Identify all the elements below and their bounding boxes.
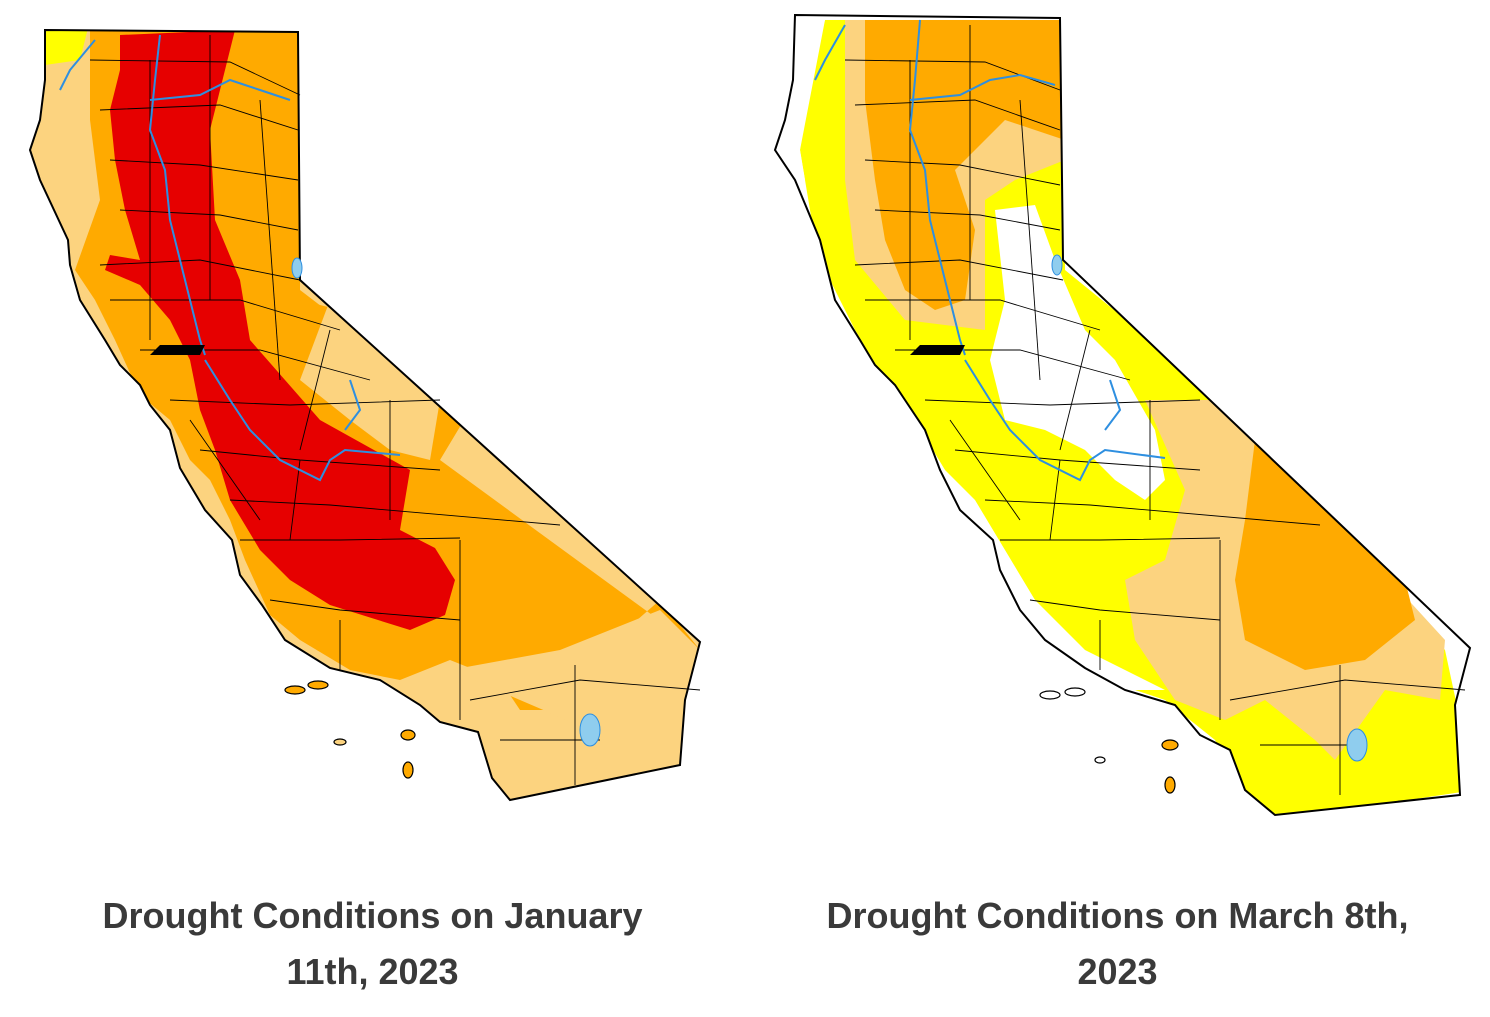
salton-sea bbox=[1346, 728, 1368, 762]
zone-d2-southeast bbox=[1235, 440, 1415, 670]
salton-sea bbox=[579, 713, 601, 747]
county-borders bbox=[844, 25, 1466, 795]
caption-january: Drought Conditions on January 11th, 2023 bbox=[0, 888, 745, 1000]
california-drought-map-january bbox=[28, 28, 702, 802]
map-panel-january: Drought Conditions on January 11th, 2023 bbox=[0, 28, 745, 1000]
state-outline bbox=[773, 13, 1472, 817]
rivers bbox=[59, 34, 401, 482]
caption-march: Drought Conditions on March 8th, 2023 bbox=[745, 888, 1490, 1000]
zone-none-sierra bbox=[990, 205, 1165, 500]
caption-line-2: 2023 bbox=[1077, 951, 1158, 992]
caption-line-2: 11th, 2023 bbox=[286, 951, 459, 992]
drought-zones bbox=[775, 15, 1470, 815]
lake-tahoe bbox=[1051, 254, 1063, 276]
county-borders bbox=[89, 35, 701, 785]
rivers bbox=[814, 19, 1166, 482]
lake-tahoe bbox=[291, 257, 303, 279]
california-drought-map-march bbox=[773, 13, 1472, 817]
caption-line-1: Drought Conditions on January bbox=[102, 895, 643, 936]
channel-islands bbox=[284, 680, 416, 779]
state-outline bbox=[28, 28, 702, 802]
san-francisco-bay bbox=[150, 345, 205, 355]
zone-d2-north bbox=[865, 20, 1065, 310]
drought-zones bbox=[30, 30, 700, 800]
channel-islands bbox=[1039, 687, 1179, 794]
zone-d3 bbox=[105, 30, 455, 630]
caption-line-1: Drought Conditions on March 8th, bbox=[826, 895, 1409, 936]
map-panel-march: Drought Conditions on March 8th, 2023 bbox=[745, 0, 1490, 1017]
san-francisco-bay bbox=[910, 345, 965, 355]
